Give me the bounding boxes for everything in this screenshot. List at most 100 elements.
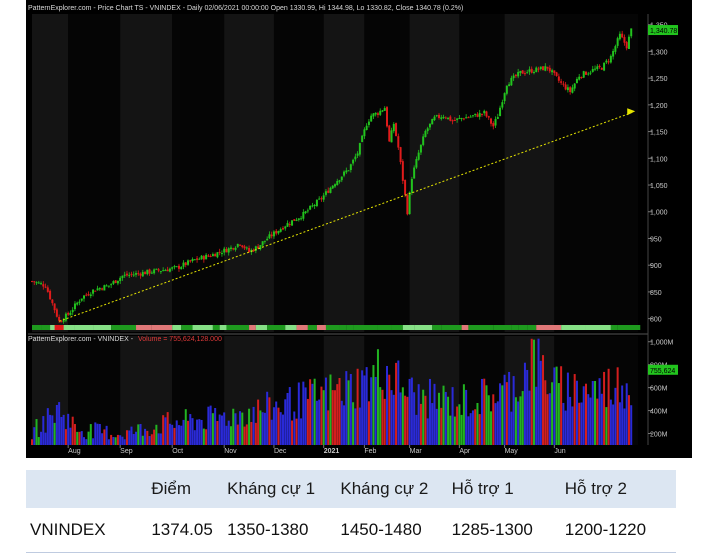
volume-bar (569, 396, 572, 445)
candle (431, 119, 434, 125)
volume-bar (137, 424, 140, 445)
volume-bar (64, 429, 67, 445)
candle (621, 33, 624, 38)
volume-bar (103, 429, 106, 445)
volume-bar (505, 382, 508, 445)
candle (268, 234, 271, 239)
candle (125, 273, 128, 276)
candle (616, 38, 619, 46)
candle (605, 60, 608, 63)
volume-bar (523, 362, 526, 445)
volume-bar (449, 415, 452, 445)
candle (259, 245, 262, 250)
candle (284, 226, 287, 229)
volume-bar (218, 414, 221, 445)
candle (214, 254, 217, 257)
candle (374, 112, 377, 115)
candle (85, 294, 88, 296)
volume-bar (171, 424, 174, 445)
trendline-arrow (627, 108, 636, 116)
volume-bar (250, 422, 253, 445)
volume-bar (395, 362, 398, 445)
month-label: Aug (68, 448, 81, 455)
volume-bar (340, 400, 343, 445)
candle (600, 67, 603, 70)
month-label: Nov (224, 448, 237, 455)
candle (562, 83, 565, 85)
volume-bar (440, 407, 443, 445)
volume-bar (474, 409, 477, 445)
candle (293, 219, 296, 221)
signal-stripe-segment (432, 325, 442, 330)
candle (116, 280, 119, 284)
price-tick-label: 900 (650, 263, 662, 270)
price-tick-label: 850 (650, 290, 662, 297)
candle (476, 114, 479, 117)
volume-bar (490, 411, 493, 445)
volume-bar (465, 389, 468, 445)
volume-header-value: Volume = 755,624,128.000 (138, 336, 222, 343)
month-label: May (505, 448, 519, 455)
candle (356, 153, 359, 156)
volume-bar (31, 439, 33, 445)
volume-bar (618, 402, 621, 445)
volume-bar (467, 416, 470, 445)
volume-bar (345, 371, 348, 445)
signal-stripe-segment (111, 325, 137, 330)
candle (508, 84, 511, 87)
candle (302, 212, 305, 219)
candle (415, 159, 418, 168)
candle (557, 76, 560, 81)
volume-bar (535, 386, 538, 445)
month-band (554, 14, 638, 332)
table-cell-support-1: 1285-1300 (451, 508, 565, 553)
volume-bar (288, 387, 291, 445)
volume-bar (173, 427, 176, 445)
candle (313, 204, 316, 207)
month-band (32, 14, 69, 332)
candle (202, 256, 205, 260)
candle (69, 312, 72, 316)
candle (153, 269, 156, 274)
volume-bar (220, 415, 223, 445)
month-band (172, 336, 225, 445)
volume-bar (374, 376, 377, 445)
month-band (554, 336, 638, 445)
price-tick-label: 1,050 (650, 183, 668, 190)
candle (182, 262, 185, 267)
candle (245, 247, 248, 249)
volume-bar (415, 414, 418, 445)
candle (177, 265, 180, 269)
candle (189, 260, 192, 262)
month-band (172, 14, 225, 332)
volume-bar (560, 366, 563, 445)
volume-bar (98, 423, 101, 445)
candle (141, 272, 144, 277)
candle (501, 102, 504, 108)
candle (433, 116, 436, 121)
candle (379, 110, 382, 115)
volume-bar (621, 385, 624, 445)
candle (207, 255, 210, 257)
volume-bar (162, 415, 165, 445)
candle (397, 136, 400, 148)
volume-tick-label: 200M (650, 432, 668, 439)
candle (33, 281, 36, 283)
signal-stripe-segment (93, 325, 112, 330)
volume-bar (433, 383, 436, 445)
volume-chart-header: PatternExplorer.com - VNINDEX - Volume =… (28, 336, 222, 343)
volume-bar (435, 408, 438, 445)
candle (150, 272, 153, 274)
candle (281, 228, 284, 230)
candle (573, 83, 576, 89)
candle (168, 268, 171, 272)
candle (119, 277, 122, 282)
signal-stripe-segment (151, 325, 173, 330)
volume-bar (553, 367, 556, 445)
candle (261, 241, 264, 246)
candle (349, 164, 352, 171)
candle (519, 70, 522, 73)
price-chart-header: PatternExplorer.com - Price Chart TS - V… (28, 5, 463, 12)
candle (275, 230, 278, 234)
month-label: Oct (172, 448, 183, 455)
